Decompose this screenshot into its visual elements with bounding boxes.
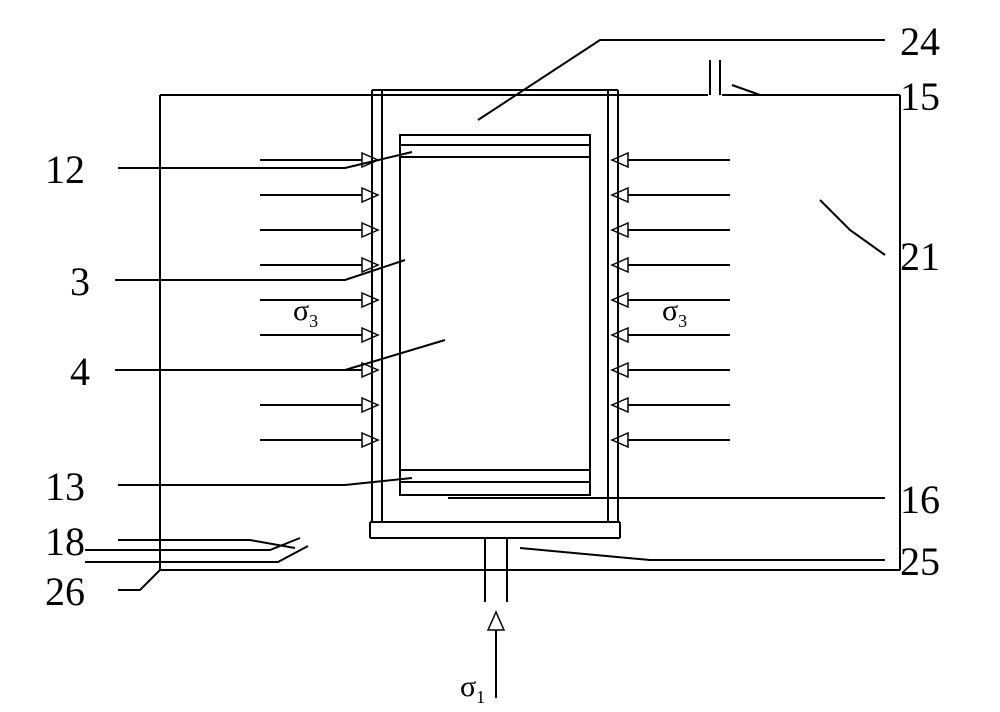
callout-24: 24: [900, 18, 940, 65]
callout-25: 25: [900, 538, 940, 585]
callout-3: 3: [70, 258, 90, 305]
sigma-label-bottom: σ1: [460, 670, 485, 708]
callout-21: 21: [900, 233, 940, 280]
callout-16: 16: [900, 476, 940, 523]
callout-12: 12: [45, 146, 85, 193]
callout-18: 18: [45, 518, 85, 565]
callout-4: 4: [70, 348, 90, 395]
callout-15: 15: [900, 73, 940, 120]
diagram-svg: [0, 0, 1000, 712]
sigma-label-right: σ3: [662, 294, 687, 332]
sigma-label-left: σ3: [293, 294, 318, 332]
callout-26: 26: [45, 568, 85, 615]
diagram-stage: 24 15 21 12 3 4 13 1826 16 25 σ3 σ3 σ1: [0, 0, 1000, 712]
callout-13: 13: [45, 463, 85, 510]
